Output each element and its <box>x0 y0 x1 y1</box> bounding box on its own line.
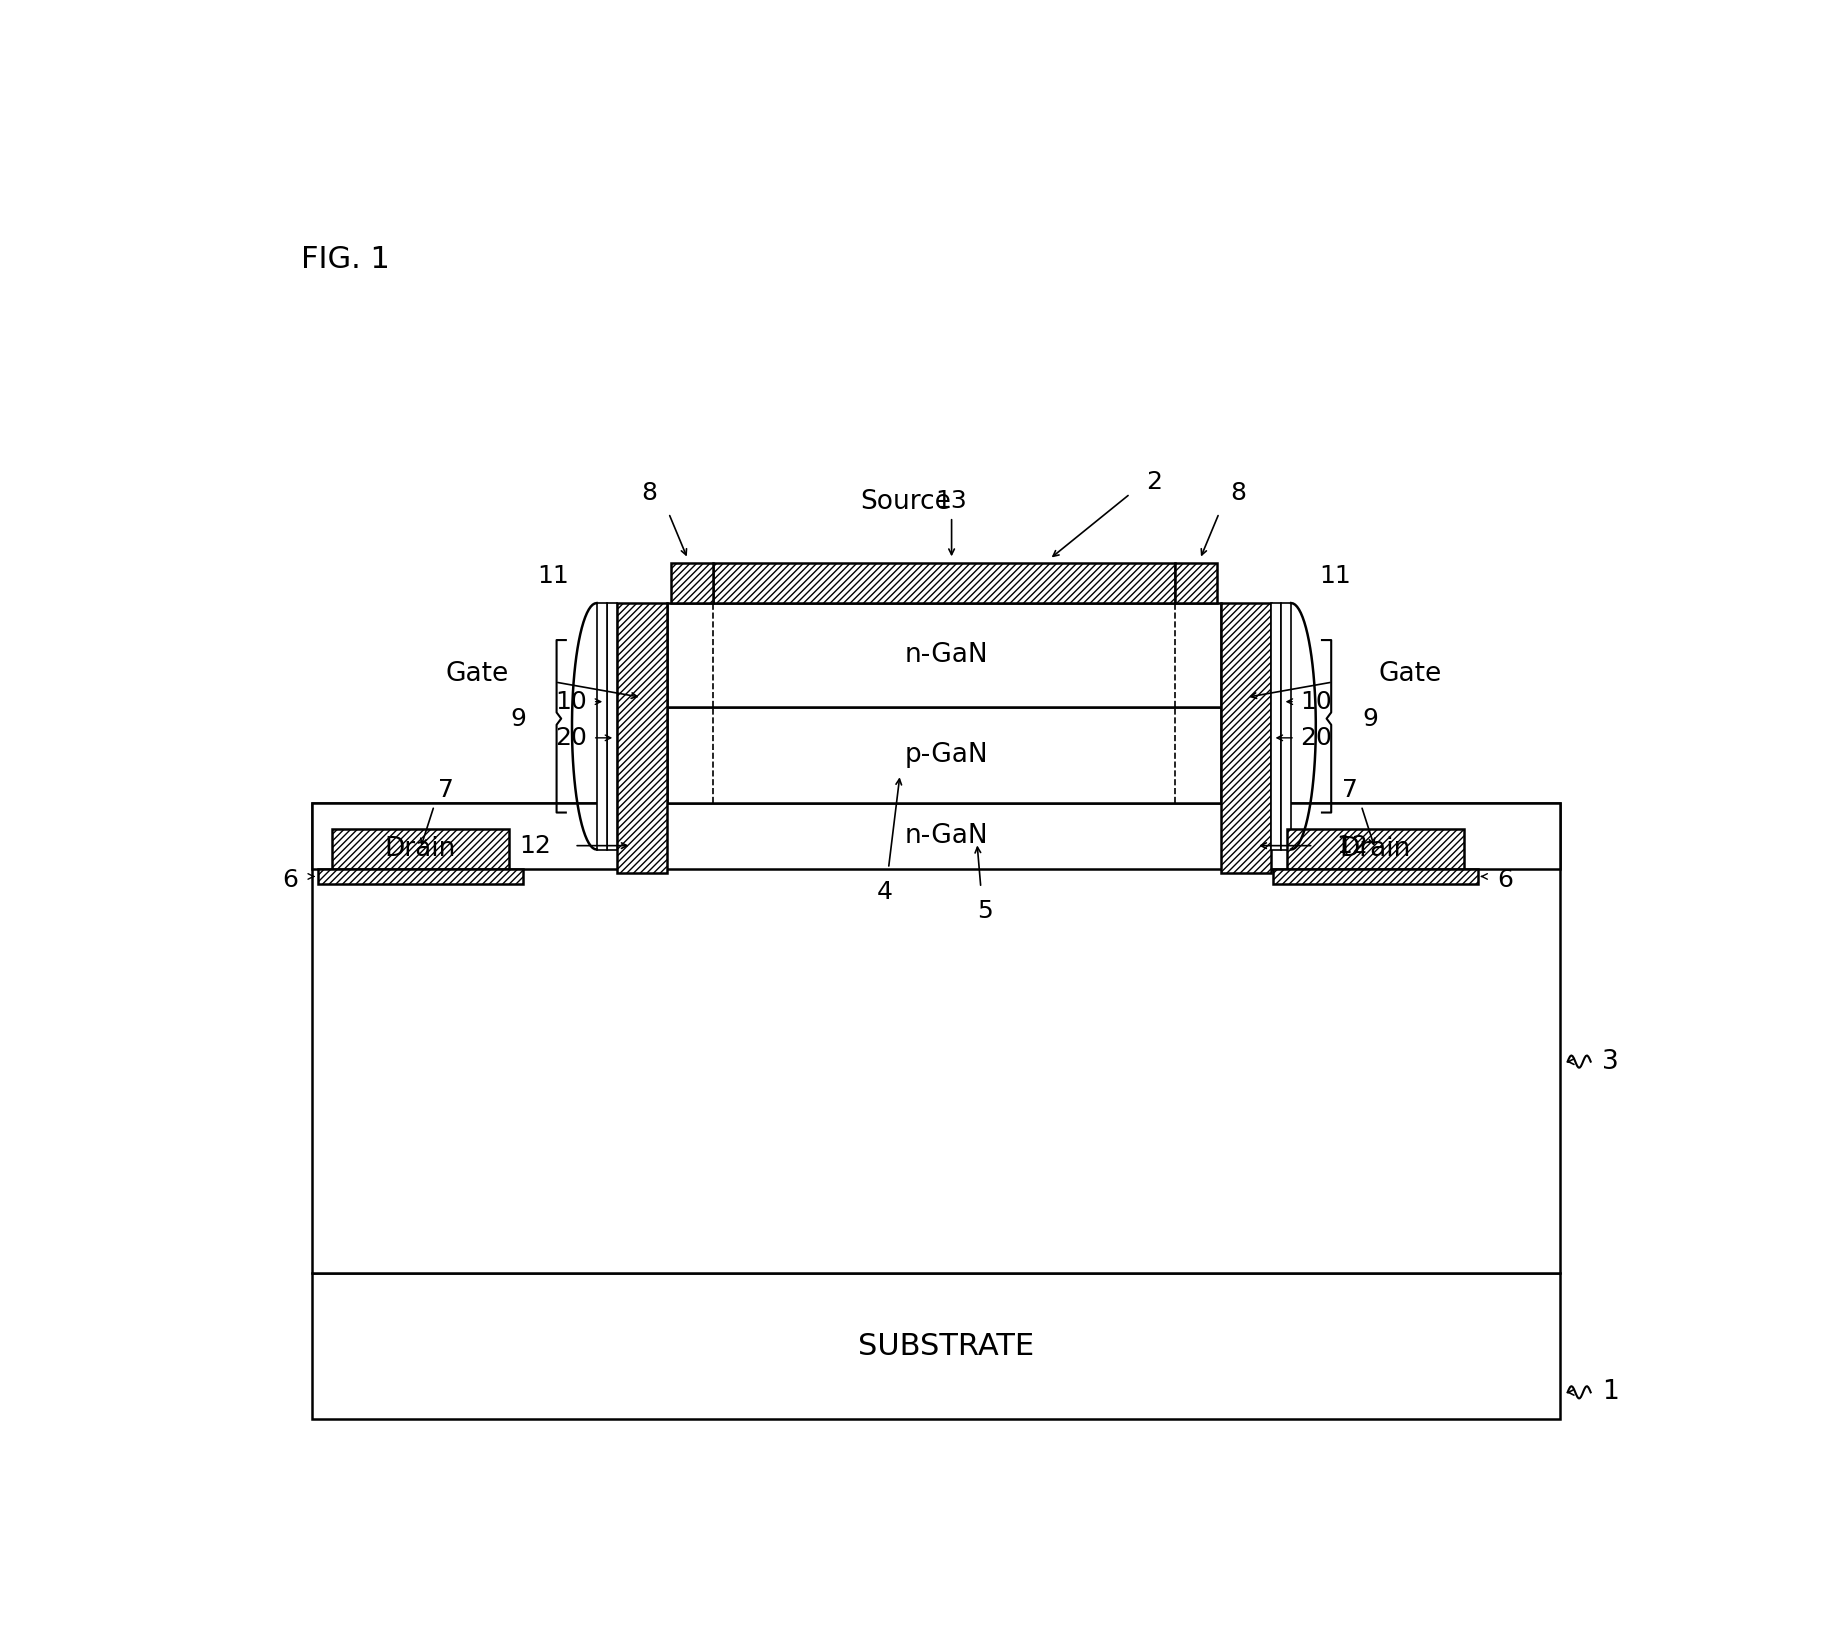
Bar <box>318 869 523 884</box>
Text: 20: 20 <box>556 726 587 749</box>
Text: FIG. 1: FIG. 1 <box>301 245 390 275</box>
Bar <box>667 707 1221 803</box>
Text: 13: 13 <box>936 489 968 514</box>
Text: 10: 10 <box>1300 689 1332 713</box>
Text: Drain: Drain <box>1339 835 1411 861</box>
Text: Drain: Drain <box>384 835 456 861</box>
Bar <box>312 1272 1561 1419</box>
Text: 8: 8 <box>1230 481 1247 505</box>
Text: 6: 6 <box>1496 868 1513 892</box>
Text: 20: 20 <box>1300 726 1332 749</box>
Text: 4: 4 <box>877 879 892 904</box>
Text: 3: 3 <box>1601 1048 1620 1074</box>
Text: 7: 7 <box>1341 778 1358 801</box>
Text: 7: 7 <box>438 778 454 801</box>
Bar <box>1273 869 1478 884</box>
Bar <box>667 603 1221 707</box>
Text: 12: 12 <box>1337 834 1369 858</box>
Text: 8: 8 <box>641 481 658 505</box>
Bar <box>1287 829 1463 869</box>
Bar <box>312 803 1561 869</box>
Text: 2: 2 <box>1145 470 1162 494</box>
Text: 11: 11 <box>537 564 569 588</box>
Bar <box>1175 562 1217 603</box>
Text: n-GaN: n-GaN <box>905 822 988 848</box>
Text: 6: 6 <box>283 868 299 892</box>
Bar <box>1271 603 1282 850</box>
Text: 9: 9 <box>1361 707 1378 731</box>
Text: 9: 9 <box>510 707 526 731</box>
Text: 1: 1 <box>1601 1380 1620 1406</box>
Text: Source: Source <box>861 489 951 515</box>
Bar <box>713 562 1175 603</box>
Bar <box>670 562 713 603</box>
Text: n-GaN: n-GaN <box>905 642 988 668</box>
Bar <box>312 803 1561 1272</box>
Text: p-GaN: p-GaN <box>905 743 988 769</box>
Text: 11: 11 <box>1319 564 1350 588</box>
Text: SUBSTRATE: SUBSTRATE <box>859 1331 1034 1360</box>
Bar <box>332 829 508 869</box>
Bar <box>1282 603 1291 850</box>
Text: Gate: Gate <box>445 661 508 687</box>
Text: 12: 12 <box>519 834 550 858</box>
Text: Gate: Gate <box>1380 661 1443 687</box>
Text: 10: 10 <box>556 689 587 713</box>
Text: 5: 5 <box>977 899 992 923</box>
Bar <box>597 603 606 850</box>
Bar <box>617 603 667 873</box>
Bar <box>1221 603 1271 873</box>
Bar <box>606 603 617 850</box>
